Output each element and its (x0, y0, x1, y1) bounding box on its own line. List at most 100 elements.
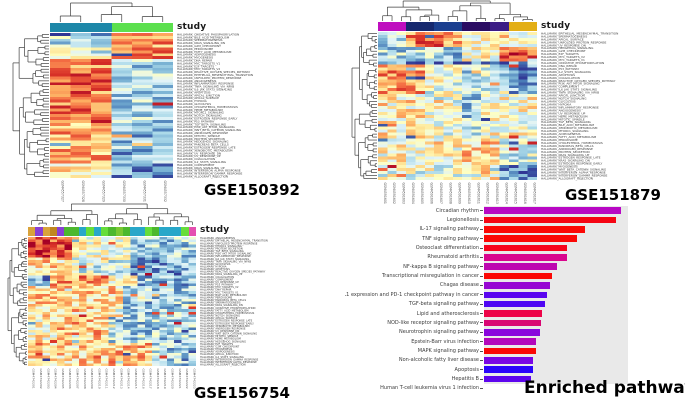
bar-row: Apoptosis (345, 365, 685, 374)
bar-category-label: Lipid and atherosclerosis (345, 309, 479, 318)
tiny-label: HALLMARK_IL6_JAK_STAT3_SIGNALING (200, 257, 249, 261)
tiny-label: GSM4742215 (134, 369, 138, 389)
tiny-label: GSM4742203 (46, 369, 50, 389)
tiny-label: HALLMARK_P53_PATHWAY (177, 119, 215, 123)
tiny-label: HALLMARK_UV_RESPONSE_DN (177, 151, 221, 155)
tiny-label: HALLMARK_EPITHELIAL_MESENCHYMAL_TRANSITI… (200, 239, 268, 243)
annotation-segment (508, 22, 538, 31)
tiny-label: HALLMARK_FATTY_ACID_METABOLISM (541, 135, 597, 139)
tiny-label: HALLMARK_MYC_TARGETS_V2 (177, 67, 220, 71)
tiny-label: HALLMARK_PEROXISOME (177, 47, 213, 51)
tiny-label: HALLMARK_E2F_TARGETS (200, 342, 234, 346)
tiny-label: HALLMARK_ESTROGEN_RESPONSE_EARLY (200, 321, 254, 325)
tiny-label: HALLMARK_WNT_BETA_CATENIN_SIGNALING (541, 168, 607, 172)
tiny-label: HALLMARK_REACTIVE_OXYGEN_SPECIES_PATHWAY (200, 270, 266, 274)
bar-category-text: Hepatitis B (451, 375, 479, 382)
tiny-label: HALLMARK_IL2_STAT5_SIGNALING (200, 355, 244, 359)
barchart-title: Enriched pathways (524, 378, 685, 398)
axis-tick (480, 275, 483, 277)
tiny-label: HALLMARK_G2M_CHECKPOINT (541, 49, 586, 53)
bar (484, 226, 585, 233)
bar (484, 328, 541, 336)
bar-row: Chagas disease (345, 281, 685, 290)
tiny-label: HALLMARK_XENOBIOTIC_METABOLISM (541, 126, 598, 130)
bar-row: Osteoclast differentiation (345, 243, 685, 252)
axis-tick (480, 219, 483, 221)
tiny-label: HALLMARK_PROTEIN_SECRETION (541, 150, 590, 154)
tiny-label: GSM4742202 (39, 369, 43, 389)
bar (484, 235, 577, 243)
tiny-label: HALLMARK_APOPTOSIS (177, 90, 211, 94)
tiny-label: HALLMARK_ANGIOGENESIS (200, 236, 235, 240)
bar (484, 366, 533, 373)
tiny-label: GSM4591609 (458, 183, 462, 204)
axis-tick (480, 210, 483, 212)
heatmap-gse150392 (50, 33, 173, 178)
axis-tick (480, 294, 483, 296)
tiny-label: HALLMARK_WNT_BETA_CATENIN_SIGNALING (200, 332, 257, 336)
tiny-label: GSM4557332 (163, 181, 167, 202)
bar-row: Epstein-Barr virus infection (345, 337, 685, 346)
tiny-label: HALLMARK_SPERMATOGENESIS (177, 38, 223, 42)
bar-category-text: TNF signaling pathway (422, 235, 479, 242)
tiny-label: HALLMARK_ANDROGEN_RESPONSE (200, 326, 246, 330)
tiny-label: HALLMARK_SPERMATOGENESIS (200, 301, 241, 305)
annotation-segment (71, 227, 80, 236)
tiny-label: HALLMARK_MYC_TARGETS_V1 (177, 61, 220, 65)
bar-category-label: Non-alcoholic fatty liver disease (345, 356, 479, 365)
tiny-label: HALLMARK_UNFOLDED_PROTEIN_RESPONSE (177, 76, 242, 80)
tiny-label: HALLMARK_APICAL_JUNCTION (177, 93, 220, 97)
bar (484, 338, 536, 345)
tiny-label: HALLMARK_KRAS_SIGNALING_UP (200, 272, 243, 276)
axis-tick (480, 238, 483, 240)
axis-tick (480, 341, 483, 342)
tiny-label: GSM4591607 (439, 183, 443, 204)
annotation-segment (100, 227, 109, 236)
tiny-label: HALLMARK_DNA_REPAIR (177, 58, 212, 62)
tiny-label: HALLMARK_OXIDATIVE_PHOSPHORYLATION (200, 306, 256, 310)
annotation-segment (130, 227, 138, 236)
tiny-label: HALLMARK_APICAL_JUNCTION (200, 352, 238, 356)
tiny-label: HALLMARK_ALLOGRAFT_REJECTION (200, 363, 246, 367)
tiny-label: HALLMARK_ALLOGRAFT_REJECTION (541, 176, 593, 180)
row-labels-gse151879: HALLMARK_EPITHELIAL_MESENCHYMAL_TRANSITI… (541, 31, 618, 180)
tiny-label: GSM4591615 (514, 183, 518, 204)
tiny-label: HALLMARK_INTERFERON_ALPHA_RESPONSE (177, 169, 241, 173)
tiny-label: HALLMARK_TGF_BETA_SIGNALING (177, 122, 226, 126)
tiny-label: HALLMARK_TGF_BETA_SIGNALING (200, 249, 244, 253)
annotation-segment (152, 227, 160, 236)
tiny-label: HALLMARK_ADIPOGENESIS (200, 350, 235, 354)
row-dendrogram-gse151879 (351, 33, 377, 179)
row-labels-gse156754: HALLMARK_ANGIOGENESISHALLMARK_EPITHELIAL… (200, 236, 268, 367)
tiny-label: HALLMARK_COMPLEMENT (200, 277, 234, 281)
tiny-label: HALLMARK_ESTROGEN_RESPONSE_LATE (177, 145, 236, 149)
tiny-label: GSM4742210 (97, 369, 101, 389)
bar-category-label: Circadian rhythm (345, 206, 479, 215)
tiny-label: GSM4591617 (532, 183, 536, 204)
tiny-label: HALLMARK_SPERMATOGENESIS (541, 34, 587, 38)
tiny-label: HALLMARK_CHOLESTEROL_HOMEOSTASIS (177, 105, 238, 109)
tiny-label: HALLMARK_CHOLESTEROL_HOMEOSTASIS (541, 141, 603, 145)
tiny-label: HALLMARK_G2M_CHECKPOINT (200, 344, 240, 348)
bar-row: Transcriptional misregulation in cancer (345, 271, 685, 280)
tiny-label: GSM4742209 (90, 369, 94, 389)
bar-category-label: Legionellosis (345, 215, 479, 224)
bar-row: Rheumatoid arthritis (345, 253, 685, 262)
annotation-segment (378, 22, 407, 31)
bar-category-label: Hepatitis B (345, 374, 479, 383)
tiny-label: GSM4742217 (149, 369, 153, 389)
bar (484, 356, 533, 364)
study-annotation-label-gse151879: study (541, 21, 571, 31)
tiny-label: HALLMARK_PI3K_AKT_MTOR_SIGNALING (177, 125, 235, 129)
tiny-label: GSM4557329 (101, 181, 105, 202)
tiny-label: HALLMARK_WNT_BETA_CATENIN_SIGNALING (177, 128, 241, 132)
bar-row: MAPK signaling pathway (345, 346, 685, 355)
bar-category-text: IL-17 signaling pathway (419, 226, 479, 233)
column-annotation-gse151879 (378, 22, 538, 31)
bar-row: Human T-cell leukemia virus 1 infection (345, 384, 685, 393)
tiny-label: HALLMARK_PROTEIN_SECRETION (177, 137, 225, 141)
heatmap-gse151879 (378, 32, 537, 180)
tiny-label: HALLMARK_CHOLESTEROL_HOMEOSTASIS (200, 311, 255, 315)
bar-category-text: Legionellosis (446, 217, 479, 224)
annotation-segment (137, 227, 145, 236)
